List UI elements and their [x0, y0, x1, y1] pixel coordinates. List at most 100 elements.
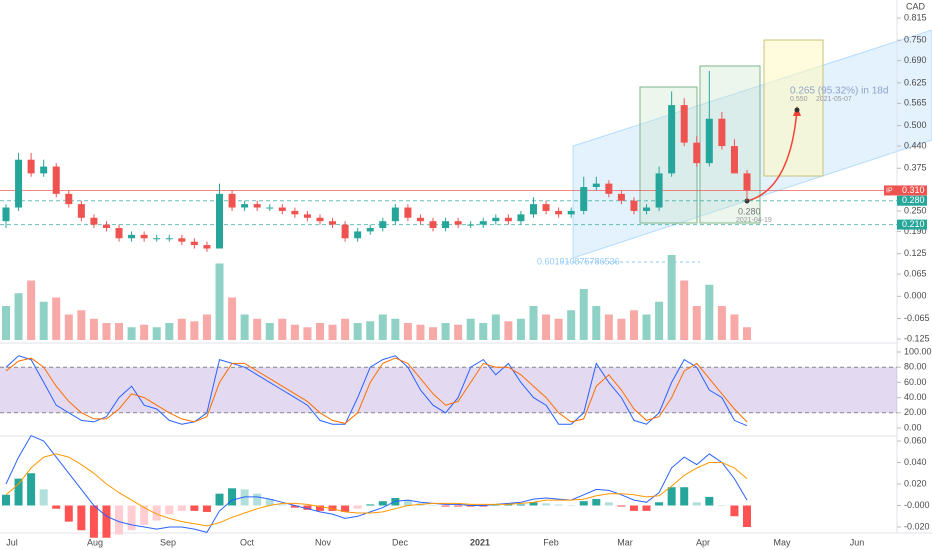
- volume-bar: [52, 297, 61, 340]
- macd-hist: [177, 505, 186, 511]
- volume-bar: [629, 310, 638, 340]
- start-price: 0.280: [738, 206, 761, 216]
- y-tick-label: 80.00: [904, 362, 927, 372]
- volume-bar: [516, 318, 525, 340]
- volume-bar: [429, 327, 438, 340]
- y-tick-label: 0.060: [904, 435, 927, 445]
- volume-bar: [152, 327, 161, 340]
- macd-hist: [102, 505, 111, 538]
- volume-bar: [127, 327, 136, 340]
- macd-hist: [240, 489, 249, 506]
- macd-hist: [341, 505, 350, 512]
- volume-bar: [743, 327, 751, 340]
- candle-body: [178, 238, 186, 242]
- volume-bar: [554, 318, 563, 340]
- volume-bar: [315, 323, 324, 340]
- macd-hist: [516, 504, 525, 506]
- volume-bar: [454, 324, 463, 340]
- candle-body: [555, 210, 563, 215]
- fib-label: 0.601910875786536: [537, 256, 620, 266]
- y-tick-label: 40.00: [904, 392, 927, 402]
- macd-hist: [303, 505, 312, 510]
- candle-body: [680, 105, 688, 143]
- candle-body: [416, 217, 424, 222]
- y-tick-label: 0.040: [904, 457, 927, 467]
- macd-hist: [743, 505, 751, 527]
- volume-bar: [642, 314, 651, 340]
- volume-bar: [604, 314, 613, 340]
- volume-bar: [391, 318, 400, 340]
- candle-body: [442, 221, 450, 229]
- macd-hist: [680, 487, 689, 506]
- macd-hist: [190, 505, 199, 511]
- y-tick-label: -0.020: [904, 521, 930, 531]
- target-price: 0.550: [790, 96, 808, 103]
- target-date: 2021-05-07: [816, 96, 852, 103]
- candle-body: [366, 228, 374, 232]
- volume-bar: [717, 306, 726, 340]
- volume-bar: [115, 323, 124, 340]
- candle-body: [216, 193, 224, 249]
- candle-body: [15, 159, 23, 208]
- volume-bar: [617, 318, 626, 340]
- tag-label: IP: [886, 187, 893, 194]
- volume-bar: [278, 318, 287, 340]
- macd-hist: [353, 505, 362, 509]
- macd-hist: [479, 505, 488, 507]
- macd-hist: [39, 489, 48, 506]
- candle-body: [605, 183, 613, 194]
- y-tick-label: 0.000: [904, 291, 927, 301]
- point: [744, 198, 750, 204]
- volume-bar: [667, 255, 676, 340]
- macd-hist: [730, 505, 739, 517]
- macd-hist: [127, 505, 136, 531]
- macd-hist: [378, 501, 387, 506]
- macd-hist: [441, 505, 450, 507]
- candle-body: [630, 200, 638, 211]
- candle-body: [529, 204, 537, 215]
- macd-line: [5, 434, 748, 533]
- volume-bar: [504, 321, 513, 340]
- macd-hist: [491, 505, 500, 506]
- candle-body: [52, 166, 60, 194]
- volume-bar: [328, 324, 337, 340]
- y-tick-label: 0.375: [904, 163, 927, 173]
- candle-body: [253, 204, 261, 208]
- x-tick-label: Mar: [617, 537, 633, 547]
- volume-bar: [2, 306, 10, 340]
- candle-body: [27, 159, 35, 174]
- y-tick-label: 100.00: [904, 346, 932, 356]
- x-tick-label: Apr: [696, 537, 710, 547]
- y-tick-label: 0.500: [904, 120, 927, 130]
- macd-hist: [617, 505, 626, 507]
- x-tick-label: Jul: [6, 537, 18, 547]
- start-date: 2021-04-19: [736, 217, 772, 224]
- volume-bar: [592, 306, 601, 340]
- macd-hist: [604, 502, 613, 506]
- macd-hist: [27, 473, 36, 506]
- candle-body: [643, 207, 651, 211]
- volume-bar: [416, 324, 425, 340]
- macd-hist: [215, 493, 224, 506]
- candle-body: [391, 207, 399, 222]
- volume-bar: [253, 318, 262, 340]
- macd-hist: [165, 505, 174, 515]
- projection-arrow: [746, 109, 798, 202]
- candle-body: [467, 224, 475, 226]
- candle-body: [504, 217, 512, 222]
- candle-body: [379, 221, 387, 229]
- macd-hist: [567, 505, 576, 506]
- signal-line: [5, 453, 748, 527]
- candle-body: [341, 224, 349, 239]
- y-tick-label: -0.000: [904, 500, 930, 510]
- macd-hist: [290, 505, 299, 508]
- volume-bar: [190, 321, 199, 340]
- macd-hist: [278, 504, 287, 506]
- macd-hist: [89, 505, 98, 538]
- x-tick-label: Oct: [240, 537, 255, 547]
- candle-body: [190, 241, 198, 246]
- volume-bar: [89, 318, 98, 340]
- macd-hist: [642, 505, 651, 511]
- stoch-d: [5, 357, 748, 424]
